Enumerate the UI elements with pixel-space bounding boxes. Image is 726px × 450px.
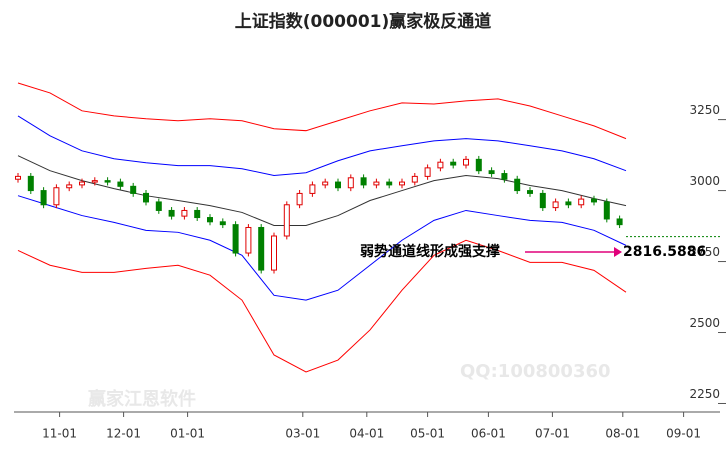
x-tick-label: 09-01 (666, 427, 701, 441)
candle-body (181, 209, 188, 217)
channel-line (17, 195, 627, 301)
chart-title: 上证指数(000001)赢家极反通道 (235, 11, 492, 32)
candle-body (411, 175, 418, 183)
candle-body (117, 181, 124, 187)
candle-body (15, 175, 21, 180)
candle-body (232, 224, 239, 254)
candle-body (168, 209, 175, 217)
candle-body (552, 201, 559, 209)
candle-body (271, 235, 277, 271)
candle-body (258, 226, 265, 271)
candle-body (155, 201, 162, 211)
candle-body (399, 181, 405, 186)
candle-body (130, 185, 137, 194)
arrow-head (614, 247, 622, 257)
x-tick-label: 03-01 (285, 427, 320, 441)
y-tick-label: 2750 (689, 245, 720, 259)
candle-body (143, 192, 149, 203)
annotation-value: 2816.5886 (623, 244, 706, 260)
watermark: QQ:100800360 (460, 361, 611, 382)
watermark: 赢家江恩软件 (88, 388, 196, 410)
candle-body (283, 204, 290, 237)
y-tick-label: 2500 (689, 316, 720, 330)
candle-body (27, 175, 34, 192)
candle-body (424, 167, 431, 177)
candle-body (450, 161, 457, 166)
candle-body (347, 177, 354, 189)
y-tick-label: 2250 (689, 387, 720, 401)
candle-body (475, 158, 482, 172)
candle-body (360, 177, 367, 186)
x-tick-label: 08-01 (605, 427, 640, 441)
candle-body (539, 192, 546, 209)
candle-body (91, 180, 98, 183)
candle-body (245, 226, 252, 254)
candle-body (335, 181, 341, 189)
candle-body (565, 201, 572, 206)
y-tick-label: 3250 (689, 103, 720, 117)
candle-body (322, 181, 329, 186)
channel-line (17, 155, 627, 226)
x-tick-label: 01-01 (170, 427, 205, 441)
candle-body (501, 173, 508, 180)
channel-line (17, 239, 627, 373)
candle-body (616, 218, 623, 226)
candle-body (207, 217, 213, 223)
candle-body (219, 221, 226, 226)
candle-body (527, 190, 533, 194)
candle-body (40, 190, 47, 206)
y-tick-label: 3000 (689, 174, 720, 188)
x-tick-label: 11-01 (42, 427, 77, 441)
candle-body (437, 161, 444, 169)
channel-line (17, 115, 627, 177)
x-tick-label: 06-01 (471, 427, 506, 441)
candle-body (104, 180, 111, 183)
candle-body (296, 192, 303, 206)
x-tick-label: 12-01 (106, 427, 141, 441)
candle-body (194, 209, 201, 219)
candle-body (373, 181, 380, 186)
candle-body (463, 158, 469, 166)
candle-body (488, 170, 495, 175)
candle-body (514, 178, 521, 192)
x-tick-label: 07-01 (535, 427, 570, 441)
candle-body (53, 187, 60, 206)
candle-body (386, 181, 393, 186)
candle-body (66, 184, 73, 189)
candle-body (603, 201, 610, 220)
candle-body (79, 181, 85, 186)
candle-body (591, 198, 597, 203)
annotation: 弱势通道线形成强支撑 (360, 243, 500, 260)
candle-body (309, 184, 316, 194)
x-tick-label: 05-01 (410, 427, 445, 441)
candle-body (578, 198, 585, 206)
channel-line (17, 82, 627, 140)
x-tick-label: 04-01 (349, 427, 384, 441)
